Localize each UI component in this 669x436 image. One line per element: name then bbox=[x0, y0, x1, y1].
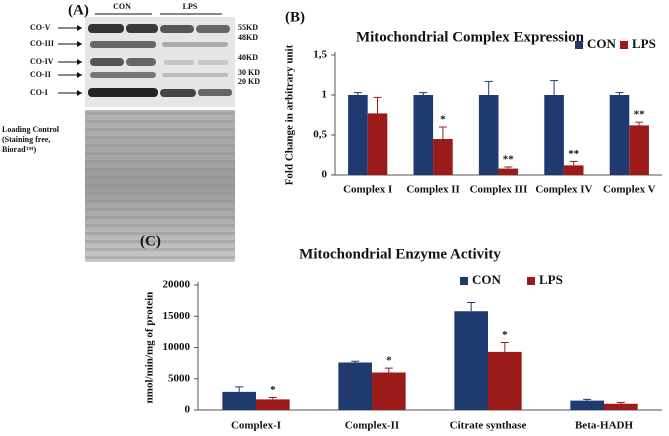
bar bbox=[488, 351, 522, 410]
band-arrowhead bbox=[77, 41, 82, 47]
significance-mark: ** bbox=[568, 148, 580, 160]
legend-label: LPS bbox=[632, 36, 656, 51]
bar bbox=[544, 95, 564, 175]
y-tick-label: 0,5 bbox=[313, 129, 327, 141]
y-tick-label: 1,5 bbox=[313, 49, 327, 61]
legend-label: LPS bbox=[539, 272, 563, 287]
bar bbox=[413, 95, 434, 175]
significance-mark: * bbox=[440, 114, 446, 126]
size-label: 55KD bbox=[238, 23, 258, 32]
band-arrowhead bbox=[77, 25, 82, 31]
x-tick-label: Complex I bbox=[343, 184, 392, 196]
group-label: CON bbox=[113, 2, 131, 11]
legend-swatch bbox=[620, 41, 628, 49]
legend-swatch bbox=[575, 41, 583, 49]
bar bbox=[604, 403, 638, 410]
band-label: CO-IV bbox=[30, 57, 54, 66]
band-arrowhead bbox=[77, 59, 82, 65]
size-label: 20 KD bbox=[238, 77, 260, 86]
significance-mark: * bbox=[502, 329, 508, 341]
y-tick-label: 5000 bbox=[168, 372, 191, 384]
y-tick-label: 10000 bbox=[163, 341, 191, 353]
panel-label: (C) bbox=[140, 233, 161, 249]
y-axis-label: nmol/min/mg of protein bbox=[144, 292, 156, 404]
legend-swatch bbox=[527, 277, 535, 285]
panel-label: (A) bbox=[68, 2, 89, 18]
loading-control-label: Biorad™) bbox=[2, 145, 37, 154]
x-tick-label: Complex III bbox=[470, 184, 528, 196]
significance-mark: ** bbox=[503, 154, 515, 166]
legend-swatch bbox=[460, 277, 468, 285]
size-label: 48KD bbox=[238, 33, 258, 42]
bar bbox=[222, 391, 256, 410]
bar bbox=[609, 95, 630, 175]
bar bbox=[372, 372, 406, 410]
x-tick-label: Citrate synthase bbox=[450, 420, 527, 432]
group-label: LPS bbox=[183, 2, 198, 11]
x-tick-label: Complex-I bbox=[231, 420, 281, 432]
panel-label: (B) bbox=[285, 9, 305, 25]
legend-label: CON bbox=[472, 272, 502, 287]
size-label: 40KD bbox=[238, 53, 258, 62]
band-label: CO-V bbox=[30, 23, 51, 32]
band-label: CO-I bbox=[30, 88, 48, 97]
bar bbox=[629, 125, 649, 175]
x-tick-label: Complex IV bbox=[535, 184, 592, 196]
bar bbox=[367, 113, 388, 175]
loading-control-texture bbox=[85, 110, 235, 262]
y-tick-label: 0 bbox=[185, 404, 191, 416]
band-label: CO-III bbox=[30, 39, 54, 48]
bar bbox=[454, 311, 488, 410]
bar bbox=[433, 139, 453, 175]
panel-a: (A) CON LPS CO-V CO-III CO-IV CO-II CO-I 55KD… bbox=[2, 2, 260, 262]
bar bbox=[498, 168, 519, 175]
y-tick-label: 15000 bbox=[163, 310, 191, 322]
y-tick-label: 1 bbox=[322, 89, 328, 101]
significance-mark: ** bbox=[634, 109, 646, 121]
band-arrowhead bbox=[77, 72, 82, 78]
bar bbox=[478, 95, 499, 175]
band-arrowhead bbox=[77, 90, 82, 96]
chart-title: Mitochondrial Enzyme Activity bbox=[299, 246, 501, 262]
bar bbox=[570, 400, 604, 410]
x-tick-label: Complex II bbox=[406, 184, 459, 196]
x-tick-label: Complex-II bbox=[345, 420, 399, 432]
loading-control-label: (Staining free, bbox=[2, 135, 50, 144]
band-label: CO-II bbox=[30, 70, 51, 79]
significance-mark: * bbox=[270, 384, 276, 396]
bar bbox=[563, 165, 584, 175]
y-tick-label: 0 bbox=[322, 169, 328, 181]
legend-label: CON bbox=[587, 36, 617, 51]
loading-control-label: Loading Control bbox=[2, 125, 60, 134]
y-axis-label: Fold Change in arbitrary unit bbox=[284, 44, 296, 185]
x-tick-label: Complex V bbox=[603, 184, 656, 196]
bar bbox=[256, 399, 290, 410]
bar bbox=[348, 95, 368, 175]
size-label: 30 KD bbox=[238, 68, 260, 77]
y-tick-label: 20000 bbox=[163, 279, 191, 291]
blot-bands bbox=[88, 24, 232, 97]
bar bbox=[338, 362, 372, 410]
significance-mark: * bbox=[386, 355, 392, 367]
chart-title: Mitochondrial Complex Expression bbox=[356, 29, 585, 45]
x-tick-label: Beta-HADH bbox=[575, 420, 633, 432]
